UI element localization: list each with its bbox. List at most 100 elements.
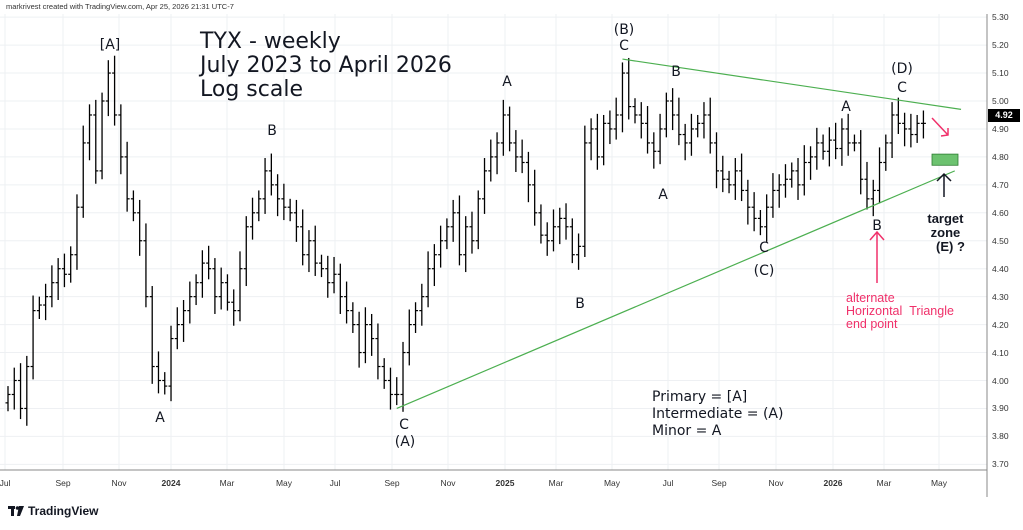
ohlc-bar: [776, 174, 782, 208]
ohlc-bar: [49, 265, 55, 308]
time-tick: 2026: [823, 478, 843, 488]
chart-title: TYX - weekly July 2023 to April 2026 Log…: [200, 30, 452, 102]
ohlc-bar: [394, 377, 400, 406]
time-tick: Mar: [219, 478, 235, 488]
ohlc-bar: [889, 102, 895, 159]
ohlc-bar: [87, 104, 93, 161]
price-tick: 4.60: [992, 207, 1009, 218]
ohlc-bar: [174, 307, 180, 350]
ohlc-bar: [68, 246, 74, 283]
wave-label: C: [759, 240, 769, 256]
target-line: zone: [930, 225, 961, 240]
ohlc-bar: [181, 300, 187, 342]
ohlc-bar: [651, 132, 657, 169]
ohlc-bar: [782, 164, 788, 198]
ohlc-bar: [243, 216, 249, 287]
legend-item: Intermediate = (A): [652, 406, 784, 422]
ohlc-bar: [350, 302, 356, 333]
ohlc-bar: [105, 60, 111, 117]
ohlc-bar: [337, 263, 343, 314]
ohlc-bar: [619, 62, 625, 133]
ohlc-bar: [569, 218, 575, 264]
wave-label: [A]: [99, 37, 121, 53]
ohlc-bar: [488, 139, 494, 182]
alternate-label: alternate Horizontal Triangle end point: [846, 292, 954, 331]
price-chart[interactable]: [0, 0, 1023, 500]
price-tick: 3.70: [992, 459, 1009, 470]
time-tick: May: [603, 478, 621, 488]
ohlc-bar: [281, 183, 287, 221]
ohlc-bar: [764, 194, 770, 242]
ohlc-bar: [563, 203, 569, 240]
wave-degree-legend: Primary = [A] Intermediate = (A) Minor =…: [652, 389, 783, 440]
wave-label: B: [267, 123, 277, 139]
ohlc-bar: [250, 197, 256, 240]
ohlc-bar: [682, 123, 688, 161]
ohlc-bar: [908, 113, 914, 148]
pink-up-arrow-icon: [869, 230, 885, 283]
ohlc-bar: [24, 355, 30, 426]
ohlc-bar: [224, 274, 230, 311]
title-line: TYX - weekly: [200, 29, 341, 54]
ohlc-bar: [5, 386, 11, 412]
ohlc-bar: [325, 255, 331, 298]
ohlc-bar: [839, 118, 845, 166]
ohlc-bar: [356, 311, 362, 368]
target-line: (E) ?: [936, 239, 965, 254]
ohlc-bar: [607, 110, 613, 145]
ohlc-bar: [701, 102, 707, 139]
ohlc-bar: [99, 92, 105, 180]
target-zone-box: [931, 153, 959, 166]
ohlc-bar: [601, 114, 607, 166]
ohlc-bar: [902, 112, 908, 147]
ohlc-bar: [319, 254, 324, 278]
ohlc-bar: [707, 97, 713, 154]
ohlc-bar: [406, 309, 412, 366]
ohlc-bar: [149, 286, 155, 384]
ohlc-bar: [300, 209, 306, 266]
ohlc-bar: [262, 158, 268, 214]
ohlc-bar: [676, 97, 682, 146]
ohlc-bar: [920, 110, 926, 139]
ohlc-bar: [11, 367, 17, 410]
ohlc-bar: [670, 88, 676, 131]
price-tick: 5.20: [992, 40, 1009, 51]
wave-label: B: [872, 218, 882, 234]
ohlc-bar: [688, 113, 694, 156]
ohlc-bar: [431, 244, 437, 287]
ohlc-bar: [30, 295, 36, 380]
ohlc-bar: [256, 190, 262, 222]
wave-label: C: [399, 417, 409, 433]
ohlc-bar: [312, 225, 318, 276]
ohlc-bar: [130, 190, 136, 222]
tradingview-logo: TradingView: [8, 504, 98, 518]
ohlc-bar: [801, 145, 807, 196]
ohlc-bar: [413, 302, 419, 333]
ohlc-bar: [112, 55, 118, 126]
ohlc-bar: [331, 256, 337, 294]
ohlc-bar: [657, 113, 663, 165]
ohlc-bar: [400, 341, 406, 412]
ohlc-bar: [732, 158, 738, 200]
ohlc-bar: [613, 97, 619, 140]
ohlc-bar: [218, 267, 224, 310]
ohlc-bar: [43, 283, 49, 321]
ohlc-bar: [381, 358, 387, 389]
price-tick: 4.50: [992, 235, 1009, 246]
ohlc-bar: [714, 132, 720, 189]
ohlc-bar: [237, 251, 243, 322]
wave-label: A: [658, 187, 668, 203]
ohlc-bar: [594, 113, 600, 170]
price-tick: 4.40: [992, 263, 1009, 274]
ohlc-bar: [419, 283, 425, 326]
ohlc-bar: [143, 223, 149, 308]
ohlc-bar: [425, 251, 431, 308]
wave-label: (C): [753, 263, 775, 279]
ohlc-bar: [80, 125, 86, 218]
ohlc-bar: [845, 113, 851, 156]
price-tick: 4.00: [992, 375, 1009, 386]
ohlc-bar: [663, 92, 669, 138]
price-tick: 4.80: [992, 151, 1009, 162]
ohlc-bar: [770, 173, 776, 218]
ohlc-bar: [456, 195, 462, 266]
